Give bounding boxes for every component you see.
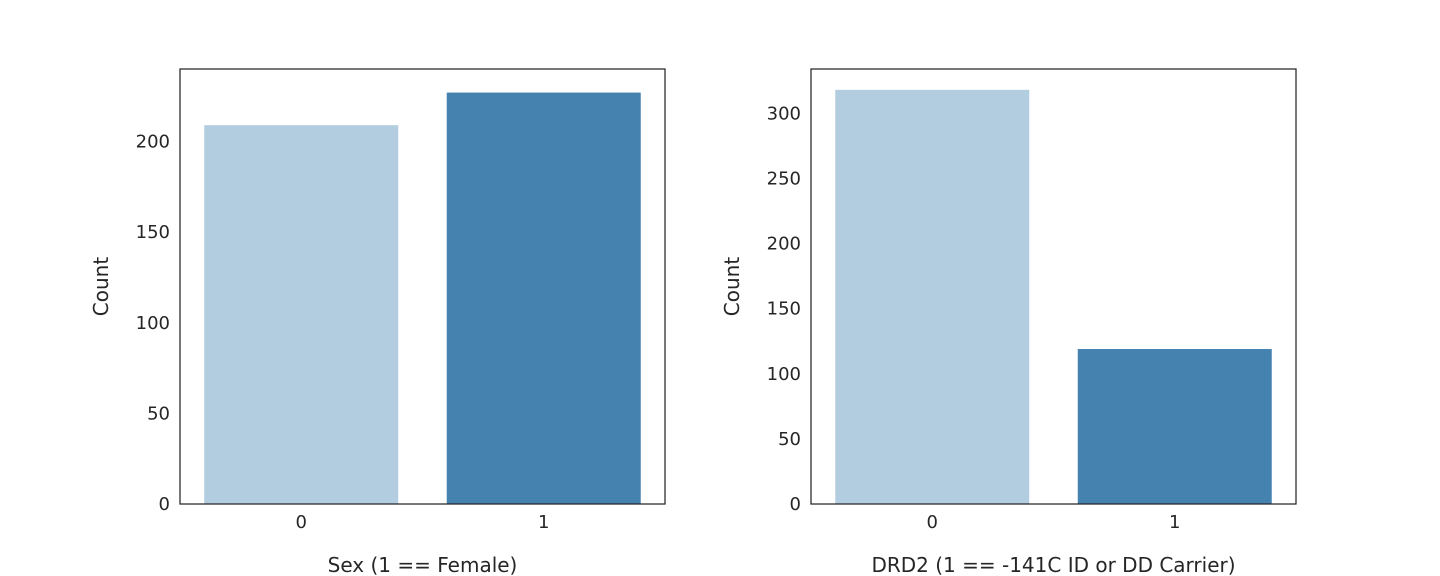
sex-y-axis-label: Count: [89, 257, 113, 317]
sex-bar-1: [446, 92, 641, 504]
drd2-y-tick-label: 200: [767, 234, 801, 255]
sex-x-axis-label: Sex (1 == Female): [328, 553, 518, 576]
drd2-y-tick-label: 0: [790, 494, 801, 515]
drd2-bars: [835, 89, 1272, 505]
drd2-x-axis-label: DRD2 (1 == -141C ID or DD Carrier): [871, 553, 1235, 576]
drd2-axes-frame: [810, 68, 1297, 505]
drd2-bar-0: [835, 89, 1030, 505]
drd2-x-tick-label: 0: [927, 512, 938, 533]
sex-axes-frame: [179, 68, 666, 505]
sex-x-tick-label: 1: [538, 512, 549, 533]
drd2-y-tick-label: 300: [767, 103, 801, 124]
drd2-y-axis-label: Count: [720, 257, 744, 317]
sex-bar-0: [204, 125, 399, 504]
drd2-y-ticks: 0 50 100 150 200 250 300: [767, 103, 801, 515]
drd2-y-tick-label: 50: [778, 429, 801, 450]
drd2-y-tick-label: 250: [767, 168, 801, 189]
sex-y-ticks: 0 50 100 150 200: [136, 132, 170, 516]
sex-y-tick-label: 200: [136, 132, 170, 153]
sex-y-tick-label: 150: [136, 222, 170, 243]
drd2-bar-1: [1077, 349, 1272, 504]
sex-y-tick-label: 0: [159, 494, 170, 515]
sex-bars: [204, 92, 641, 504]
drd2-y-tick-label: 150: [767, 299, 801, 320]
sex-x-tick-label: 0: [296, 512, 307, 533]
drd2-y-tick-label: 100: [767, 364, 801, 385]
sex-y-tick-label: 50: [147, 403, 170, 424]
sex-y-tick-label: 100: [136, 313, 170, 334]
drd2-x-tick-label: 1: [1169, 512, 1180, 533]
